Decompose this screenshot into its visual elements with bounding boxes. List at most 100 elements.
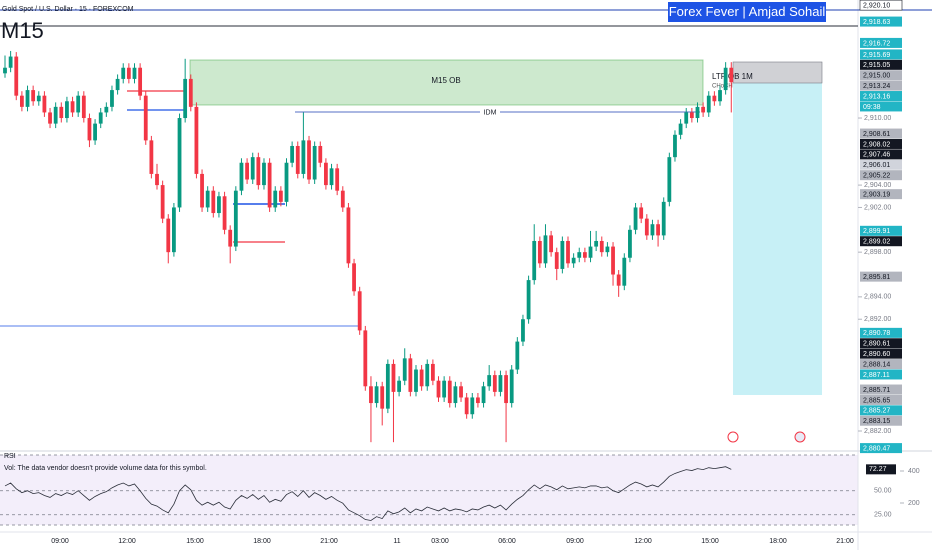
candle-body — [391, 363, 396, 392]
countdown-badge — [860, 101, 902, 112]
ob-label: M15 OB — [431, 76, 460, 85]
candle-body — [374, 386, 379, 404]
price-badge-label: 2,895.81 — [863, 274, 890, 281]
price-badge — [860, 394, 902, 405]
price-badge — [860, 384, 902, 395]
candle-body — [363, 330, 368, 387]
rsi-title: RSI — [4, 453, 16, 460]
x-tick-label: 15:00 — [701, 538, 719, 545]
candle-body — [430, 363, 435, 381]
price-badge — [860, 49, 902, 60]
price-badge — [860, 37, 902, 48]
price-badge-label: 2,915.69 — [863, 52, 890, 59]
idm-label-bg — [480, 108, 500, 117]
candle-body — [256, 157, 261, 186]
price-badge — [860, 443, 902, 454]
candle-body — [577, 252, 582, 258]
candle-body — [8, 56, 13, 68]
rsi-line — [4, 466, 732, 521]
candle-body — [622, 257, 627, 286]
candle-body — [616, 274, 621, 286]
candle-body — [498, 375, 503, 392]
candle-body — [93, 123, 97, 141]
candle-body — [447, 380, 452, 404]
candle-body — [188, 78, 193, 107]
price-badge-label: 2,913.24 — [863, 83, 890, 90]
candle-body — [633, 207, 638, 230]
candle-body — [115, 78, 120, 91]
price-badge-label: 2,916.72 — [863, 40, 890, 47]
price-badge-label: 2,890.78 — [863, 330, 890, 337]
price-badge — [860, 70, 902, 81]
price-badge-label: 2,899.91 — [863, 228, 890, 235]
candle-body — [346, 207, 351, 264]
candle-body — [425, 363, 430, 387]
candle-body — [605, 246, 610, 253]
price-badge-label: 2,903.19 — [863, 191, 890, 198]
candle-body — [233, 190, 238, 247]
candle-body — [661, 201, 666, 236]
candle-body — [656, 224, 660, 236]
y-tick-label: 2,894.00 — [864, 294, 891, 301]
candle-body — [87, 118, 92, 141]
timeframe: M15 — [1, 18, 44, 43]
candle-body — [110, 90, 114, 107]
price-badge-label: 2,885.71 — [863, 387, 890, 394]
price-badge-label: 2,888.14 — [863, 361, 890, 368]
candle-body — [65, 101, 69, 119]
price-badge-label: 2,880.47 — [863, 445, 890, 452]
event-icon[interactable] — [794, 431, 806, 443]
candle-body — [599, 240, 604, 253]
candle-body — [318, 145, 323, 163]
candle-body — [481, 386, 486, 404]
order-block — [189, 59, 704, 106]
candle-body — [121, 67, 126, 79]
candle-body — [278, 190, 283, 202]
price-badge-label: 2,906.01 — [863, 162, 890, 169]
candle-body — [352, 263, 356, 292]
candle-body — [239, 162, 244, 191]
candle-body — [59, 106, 64, 119]
candle-body — [459, 386, 463, 398]
x-tick-label: 09:00 — [566, 538, 584, 545]
idm-label: IDM — [484, 109, 497, 116]
candle-body — [273, 190, 278, 208]
candle-body — [487, 375, 492, 387]
candle-body — [262, 162, 266, 186]
candle-body — [155, 173, 159, 186]
candle-body — [442, 380, 447, 398]
candle-body — [611, 246, 615, 275]
candle-body — [329, 168, 334, 186]
price-badge-label: 2,883.15 — [863, 418, 890, 425]
price-badge — [860, 189, 902, 200]
rsi-tick-label: 25.00 — [874, 512, 892, 519]
event-icon[interactable] — [727, 431, 739, 443]
rsi-tick-label: 50.00 — [874, 488, 892, 495]
candle-body — [678, 123, 683, 135]
price-badge-label: 2,885.27 — [863, 408, 890, 415]
candle-body — [19, 95, 24, 107]
candle-body — [3, 67, 7, 74]
candle-body — [526, 280, 531, 320]
price-badge-label: 2,908.02 — [863, 141, 890, 148]
candle-body — [98, 112, 103, 124]
candle-body — [532, 240, 537, 281]
candle-body — [673, 134, 677, 158]
price-badge — [859, 0, 903, 11]
price-badge-label: 2,890.60 — [863, 351, 890, 358]
candle-body — [205, 190, 210, 208]
symbol-title: Gold Spot / U.S. Dollar · 15 · FOREXCOM — [2, 6, 134, 13]
candle-body — [53, 106, 58, 124]
candle-body — [712, 95, 717, 102]
price-badge — [860, 327, 902, 338]
price-badge-label: 2,885.65 — [863, 397, 890, 404]
price-badge — [860, 348, 902, 359]
candle-body — [267, 162, 272, 208]
candle-body — [14, 56, 19, 96]
x-tick-label: 18:00 — [253, 538, 271, 545]
candle-body — [104, 106, 109, 113]
candle-body — [211, 190, 216, 214]
candle-body — [628, 229, 632, 258]
candle-body — [70, 101, 75, 113]
candle-body — [684, 112, 689, 124]
